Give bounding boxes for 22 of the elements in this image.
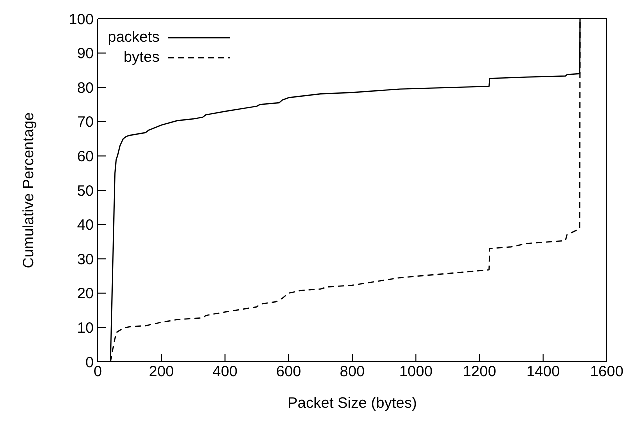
x-tick-label: 400	[212, 364, 238, 381]
y-tick-label: 80	[77, 80, 94, 97]
y-tick-label: 20	[77, 286, 94, 303]
legend-label: bytes	[124, 48, 160, 68]
y-tick-label: 30	[77, 251, 94, 268]
x-tick-label: 1000	[399, 364, 433, 381]
x-tick-label: 1200	[463, 364, 496, 381]
x-tick-label: 1400	[526, 364, 560, 381]
x-tick-label: 200	[149, 364, 174, 381]
x-tick-label: 800	[340, 364, 366, 381]
y-axis-title: Cumulative Percentage	[20, 112, 38, 268]
y-tick-label: 10	[77, 320, 94, 338]
y-tick-label: 70	[77, 114, 94, 132]
y-tick-label: 60	[77, 148, 94, 166]
x-axis-title: Packet Size (bytes)	[288, 395, 418, 412]
y-tick-label: 50	[77, 182, 94, 200]
y-tick-label: 40	[77, 217, 94, 234]
legend-label: packets	[108, 28, 160, 48]
x-tick-label: 600	[276, 364, 302, 381]
y-tick-label: 90	[77, 46, 94, 63]
x-tick-label: 1600	[590, 364, 624, 381]
y-tick-label: 100	[68, 11, 94, 28]
